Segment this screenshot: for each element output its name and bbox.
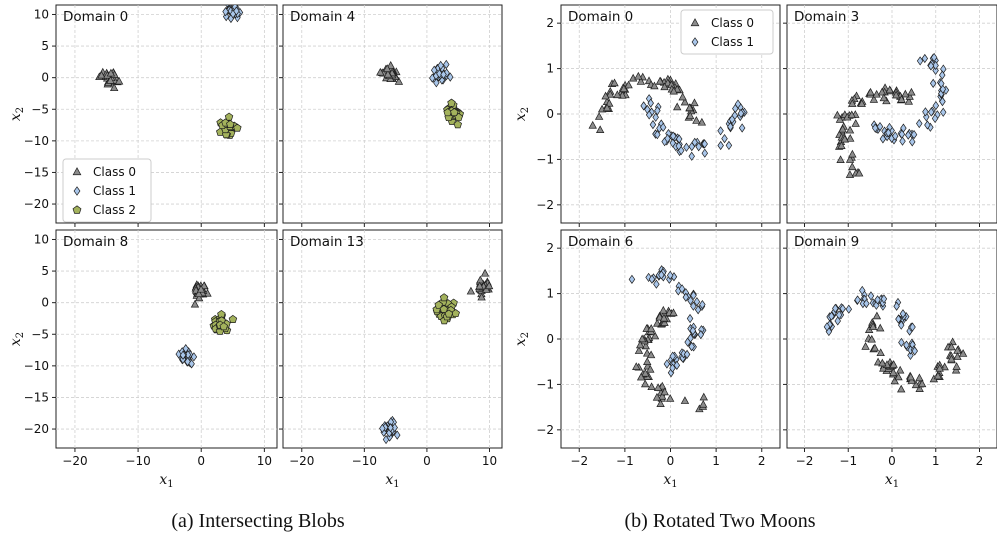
x-tick-label: 2 (758, 454, 766, 468)
panel-title: Domain 9 (794, 234, 859, 250)
x-tick-label: −10 (352, 454, 377, 468)
y-axis-label: x2 (513, 107, 531, 121)
y-tick-label: −1 (536, 152, 554, 166)
x-tick-label: −20 (62, 454, 87, 468)
panel-title: Domain 0 (63, 9, 128, 25)
legend-label: Class 1 (93, 184, 136, 198)
x-tick-label: 10 (482, 454, 497, 468)
plot-area (283, 5, 502, 223)
x-axis-label: x1 (885, 472, 899, 490)
x-tick-label: 0 (667, 454, 675, 468)
panel-title: Domain 3 (794, 9, 859, 25)
panel-domain-3: Domain 3 (783, 5, 997, 227)
x-tick-label: 0 (888, 454, 896, 468)
x-tick-label: −2 (796, 454, 814, 468)
x-tick-label: −1 (616, 454, 634, 468)
legend-label: Class 1 (711, 35, 754, 49)
y-tick-label: 5 (41, 39, 49, 53)
panel-domain-6: −2 −1 0 1 2 2 1 0 −1 −2 Domain 6 x1 x2 (513, 230, 780, 490)
y-tick-label: 0 (546, 107, 554, 121)
x-axis-label: x1 (385, 472, 399, 490)
y-axis-label: x2 (8, 107, 26, 121)
x-tick-label: 10 (257, 454, 272, 468)
x-tick-label: −20 (289, 454, 314, 468)
x-tick-label: −10 (125, 454, 150, 468)
x-tick-label: 2 (976, 454, 984, 468)
y-tick-label: −5 (31, 327, 49, 341)
y-tick-label: −10 (24, 359, 49, 373)
panel-title: Domain 0 (568, 9, 633, 25)
y-tick-label: −2 (536, 198, 554, 212)
y-tick-label: 10 (34, 7, 49, 21)
panel-domain-0: 2 1 0 −1 −2 Domain 0 x2 Class 0 Class 1 (513, 5, 780, 227)
legend: Class 0 Class 1 (681, 10, 773, 54)
legend: Class 0 Class 1 Class 2 (63, 159, 151, 222)
y-axis-label: x2 (513, 332, 531, 346)
y-tick-label: −1 (536, 377, 554, 391)
y-tick-label: 0 (546, 332, 554, 346)
x-tick-label: −1 (839, 454, 857, 468)
panel-title: Domain 13 (290, 234, 364, 250)
legend-label: Class 2 (93, 203, 136, 217)
x-tick-label: −2 (570, 454, 588, 468)
y-tick-label: 0 (41, 296, 49, 310)
x-tick-label: 1 (932, 454, 940, 468)
panel-domain-4: Domain 4 (279, 5, 502, 227)
panel-domain-0: 1050−5−10−15−20Domain 0x2Class 0Class 1C… (8, 0, 277, 227)
x-tick-label: 0 (197, 454, 205, 468)
y-tick-label: 2 (546, 16, 554, 30)
caption-b: (b) Rotated Two Moons (625, 510, 816, 532)
y-tick-label: −15 (24, 390, 49, 404)
plot-area (283, 230, 502, 448)
y-axis-label: x2 (8, 332, 26, 346)
panel-title: Domain 4 (290, 9, 355, 25)
plot-area (56, 230, 277, 448)
y-tick-label: −15 (24, 165, 49, 179)
x-tick-label: 0 (423, 454, 431, 468)
y-tick-label: −5 (31, 102, 49, 116)
y-tick-label: 1 (546, 62, 554, 76)
legend-label: Class 0 (93, 165, 136, 179)
legend-label: Class 0 (711, 16, 754, 30)
caption-a: (a) Intersecting Blobs (171, 510, 344, 532)
figure-b-rotated-two-moons: 2 1 0 −1 −2 Domain 0 x2 Class 0 Class 1 Domain 3 −… (513, 5, 997, 490)
x-axis-label: x1 (663, 472, 677, 490)
panel-domain-8: −20 −10 0 10 10 5 0 −5 −10 −15 −20 Domain 8 x1 x2 (8, 230, 277, 490)
y-tick-label: −20 (24, 197, 49, 211)
y-tick-label: 0 (41, 71, 49, 85)
panel-title: Domain 6 (568, 234, 633, 250)
y-tick-label: −10 (24, 134, 49, 148)
y-tick-label: 10 (34, 232, 49, 246)
panel-domain-13: −20 −10 0 10 Domain 13 x1 (279, 230, 502, 490)
x-axis-label: x1 (159, 472, 173, 490)
panel-title: Domain 8 (63, 234, 128, 250)
y-tick-label: 1 (546, 287, 554, 301)
panel-domain-9: −2 −1 0 1 2 Domain 9 x1 (783, 230, 997, 490)
y-tick-label: 5 (41, 264, 49, 278)
y-tick-label: −20 (24, 422, 49, 436)
x-tick-label: 1 (712, 454, 720, 468)
y-tick-label: 2 (546, 241, 554, 255)
y-tick-label: −2 (536, 423, 554, 437)
